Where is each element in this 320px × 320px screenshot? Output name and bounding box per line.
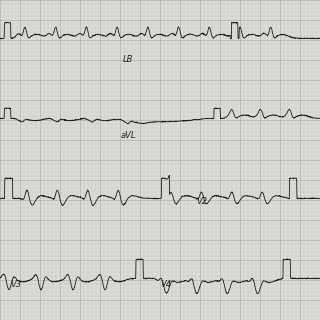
Text: aVL: aVL	[120, 132, 136, 140]
Text: V4: V4	[161, 280, 172, 289]
Text: LB: LB	[123, 55, 133, 64]
Text: V2: V2	[196, 197, 207, 206]
Text: V3: V3	[11, 280, 21, 289]
